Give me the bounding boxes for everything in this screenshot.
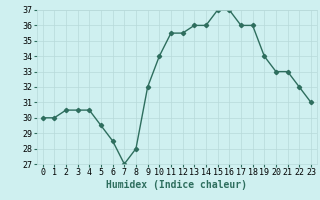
X-axis label: Humidex (Indice chaleur): Humidex (Indice chaleur): [106, 180, 247, 190]
